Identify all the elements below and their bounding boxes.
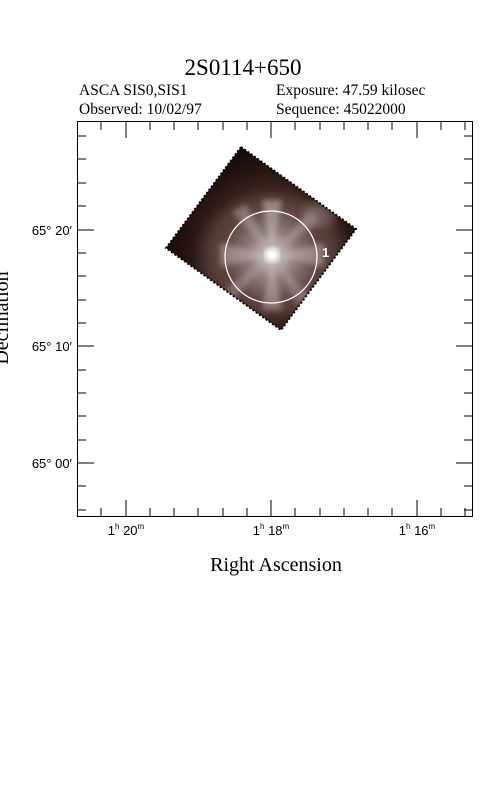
x-tick-hours: 1 <box>253 523 260 538</box>
y-tick-label: 65° 10′ <box>32 339 73 354</box>
detector-field <box>164 145 358 332</box>
x-tick-hours: 1 <box>108 523 115 538</box>
x-axis-label: Right Ascension <box>210 554 342 576</box>
y-tick-marks <box>78 135 472 511</box>
source-region-label: 1 <box>322 245 329 260</box>
y-tick-label: 65° 20′ <box>32 223 73 238</box>
x-tick-label: 1h 18m <box>253 522 290 538</box>
exposure-label: Exposure: 47.59 kilosec <box>276 82 426 99</box>
y-tick-label: 65° 00′ <box>32 456 73 471</box>
x-tick-label: 1h 16m <box>399 522 436 538</box>
x-tick-marks <box>100 122 466 516</box>
observed-date: Observed: 10/02/97 <box>79 101 202 118</box>
x-tick-hours: 1 <box>399 523 406 538</box>
x-tick-label: 1h 20m <box>108 522 145 538</box>
x-tick-minutes: 18 <box>268 523 282 538</box>
y-axis-label: Declination <box>0 271 13 364</box>
x-tick-minutes: 16 <box>414 523 428 538</box>
sequence-label: Sequence: 45022000 <box>276 101 406 118</box>
figure-title: 2S0114+650 <box>184 55 302 80</box>
corner-glow <box>302 203 334 227</box>
source-region-circle[interactable] <box>224 210 318 304</box>
plot-frame <box>77 121 473 517</box>
x-tick-minutes: 20 <box>123 523 137 538</box>
instrument-label: ASCA SIS0,SIS1 <box>79 82 188 99</box>
